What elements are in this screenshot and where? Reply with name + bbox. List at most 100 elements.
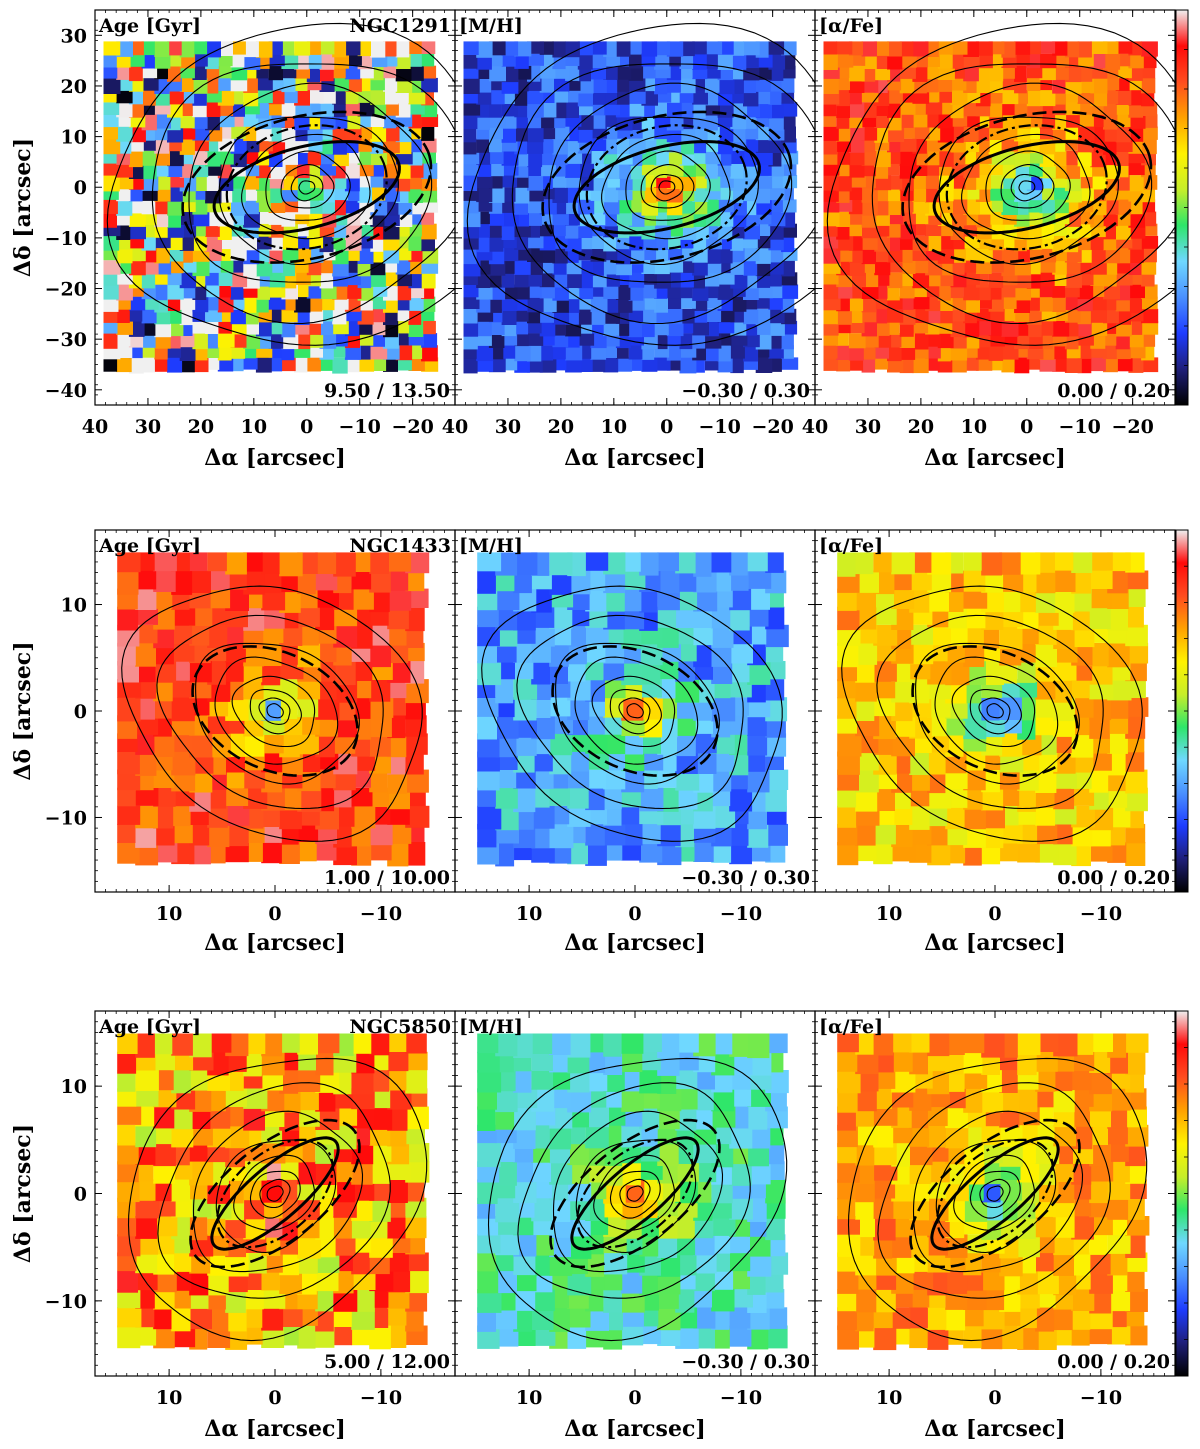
map-bin: [781, 296, 795, 313]
map-bin: [154, 320, 172, 338]
map-bin: [531, 1234, 554, 1256]
map-bin: [527, 53, 544, 66]
map-bin: [963, 787, 983, 810]
map-bin: [405, 1270, 429, 1294]
map-bin: [963, 715, 987, 740]
map-bin: [154, 53, 171, 69]
map-bin: [421, 162, 438, 179]
color-range-label: 1.00 / 10.00: [324, 867, 450, 889]
galaxy-name-label: NGC1433: [349, 535, 451, 557]
map-bin: [306, 65, 320, 83]
map-bin: [261, 769, 283, 793]
map-bin: [207, 606, 231, 625]
map-bin: [603, 211, 617, 227]
map-bin: [476, 296, 491, 313]
map-bin: [357, 187, 372, 203]
map-bin: [217, 90, 235, 106]
map-bin: [657, 769, 677, 788]
map-bin: [297, 715, 320, 735]
x-tick-label: 30: [135, 416, 161, 438]
map-bin: [666, 320, 684, 337]
map-bin: [899, 41, 914, 57]
map-bin: [463, 175, 478, 191]
map-bin: [297, 1070, 321, 1092]
map-bin: [153, 842, 178, 863]
map-bin: [495, 769, 517, 789]
map-bin: [1064, 162, 1081, 179]
map-bin: [306, 150, 321, 166]
map-bin: [693, 1088, 714, 1111]
map-bin: [729, 823, 749, 846]
x-tick-label: 10: [601, 416, 627, 438]
map-bin: [657, 1088, 682, 1112]
map-bin: [495, 642, 517, 663]
map-bin: [988, 126, 1004, 140]
map-bin: [370, 333, 385, 347]
map-bin: [171, 679, 192, 698]
map-bin: [171, 1289, 191, 1309]
map-bin: [395, 41, 410, 58]
map-bin: [279, 697, 298, 719]
map-bin: [836, 333, 849, 346]
panel-quantity-label: Age [Gyr]: [98, 1016, 201, 1038]
map-bin: [704, 150, 721, 165]
map-bin: [912, 102, 926, 115]
map-bin: [1077, 211, 1094, 225]
map-bin: [848, 357, 864, 371]
map-bin: [514, 90, 528, 106]
map-bin: [495, 606, 518, 631]
map-bin: [369, 1325, 391, 1350]
map-bin: [527, 333, 544, 346]
map-bin: [383, 41, 397, 57]
map-bin: [319, 357, 333, 371]
map-bin: [387, 1088, 412, 1110]
map-bin: [476, 175, 493, 189]
map-bin: [117, 1325, 141, 1349]
map-bin: [1128, 320, 1143, 335]
map-bin: [1053, 751, 1076, 774]
map-bin: [370, 175, 384, 188]
map-bin: [937, 345, 951, 362]
map-bin: [243, 175, 260, 190]
map-bin: [357, 284, 374, 301]
map-bin: [463, 162, 479, 176]
x-axis-title: Δα [arcsec]: [204, 445, 346, 471]
binned-map: [117, 1033, 430, 1350]
map-bin: [333, 552, 356, 577]
map-bin: [692, 150, 706, 164]
isophote-contour: [609, 689, 662, 735]
bar-ellipse: [210, 1136, 340, 1251]
binned-map: [477, 552, 789, 867]
map-bin: [1035, 769, 1057, 793]
map-bin: [1128, 333, 1144, 348]
map-bin: [988, 345, 1004, 361]
map-bin: [603, 570, 626, 594]
map-bin: [315, 642, 337, 663]
map-bin: [154, 199, 168, 215]
map-bin: [243, 248, 260, 265]
map-bin: [117, 1307, 142, 1328]
map-bin: [261, 1197, 283, 1219]
map-bin: [527, 126, 544, 143]
map-bin: [128, 248, 146, 262]
map-bin: [781, 102, 798, 117]
map-bin: [117, 1088, 137, 1107]
dashdot-ellipse: [585, 124, 748, 251]
map-bin: [103, 211, 117, 228]
map-bin: [887, 65, 900, 82]
map-bin: [117, 1161, 139, 1183]
map-bin: [1077, 345, 1092, 359]
map-bin: [577, 77, 594, 94]
map-bin: [654, 150, 669, 166]
map-bin: [1090, 90, 1108, 107]
map-bin: [945, 642, 965, 663]
map-bin: [743, 126, 759, 140]
isophote-contour: [156, 614, 384, 810]
map-bin: [279, 552, 303, 577]
map-bin: [243, 260, 257, 277]
map-bin: [179, 114, 195, 129]
map-bin: [192, 138, 209, 152]
map-bin: [179, 126, 196, 140]
map-bin: [408, 235, 422, 251]
